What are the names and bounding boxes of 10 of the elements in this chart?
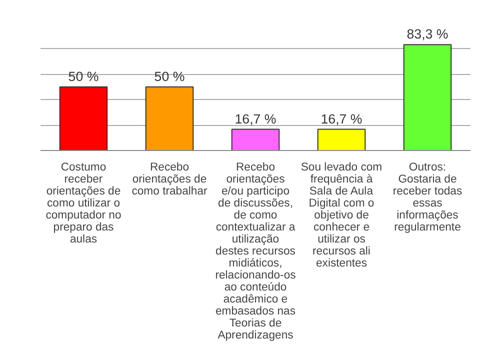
- x-tick-label: Recebo orientações de como trabalhar: [132, 162, 208, 198]
- x-tick-label: Costumo receber orientações de como utilizar o computador no preparo das aulas: [46, 162, 122, 246]
- x-tick-label: Outros: Gostaria de receber todas essas informações regularmente: [392, 162, 462, 234]
- category-label: Recebo orientações e/ou participo de discussões, de como contextualizar a utilização destes recursos midiáticos, relacionando-os ao conteúdo acadêmico e embasados nas Teorias de Aprendizagens: [215, 162, 296, 342]
- data-label: 50 %: [154, 68, 185, 84]
- data-label: 16,7 %: [234, 111, 276, 126]
- data-label: 83,3 %: [406, 26, 448, 42]
- data-label: 16,7 %: [320, 111, 362, 126]
- category-label: Sou levado com frequência à Sala de Aula Digital com o objetivo de conhecer e utilizar os recursos ali existentes: [300, 162, 382, 270]
- data-label: 50 %: [68, 68, 99, 84]
